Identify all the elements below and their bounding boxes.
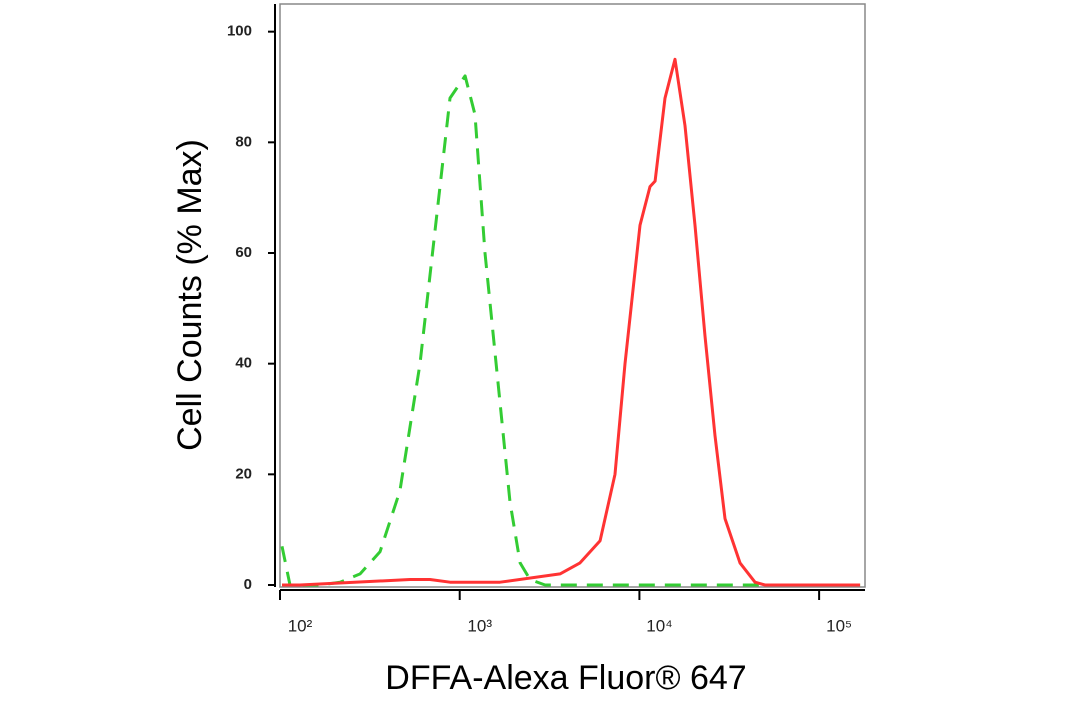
y-tick-label: 60 <box>235 244 252 261</box>
x-axis-label: DFFA-Alexa Fluor® 647 <box>385 659 746 697</box>
histogram-line <box>282 57 861 587</box>
y-tick-label: 80 <box>235 133 252 150</box>
y-tick-label: 40 <box>235 355 252 372</box>
histogram-line <box>280 74 861 587</box>
x-tick-label: 10⁵ <box>826 616 852 635</box>
x-tick-label: 10⁴ <box>646 616 672 635</box>
plot-frame <box>279 3 866 588</box>
y-tick-label: 0 <box>244 576 252 593</box>
y-axis-label: Cell Counts (% Max) <box>171 139 209 451</box>
y-tick-label: 100 <box>227 23 252 40</box>
x-tick-label: 10³ <box>467 616 492 635</box>
y-tick-label: 20 <box>235 465 252 482</box>
x-tick-label: 10² <box>288 616 313 635</box>
